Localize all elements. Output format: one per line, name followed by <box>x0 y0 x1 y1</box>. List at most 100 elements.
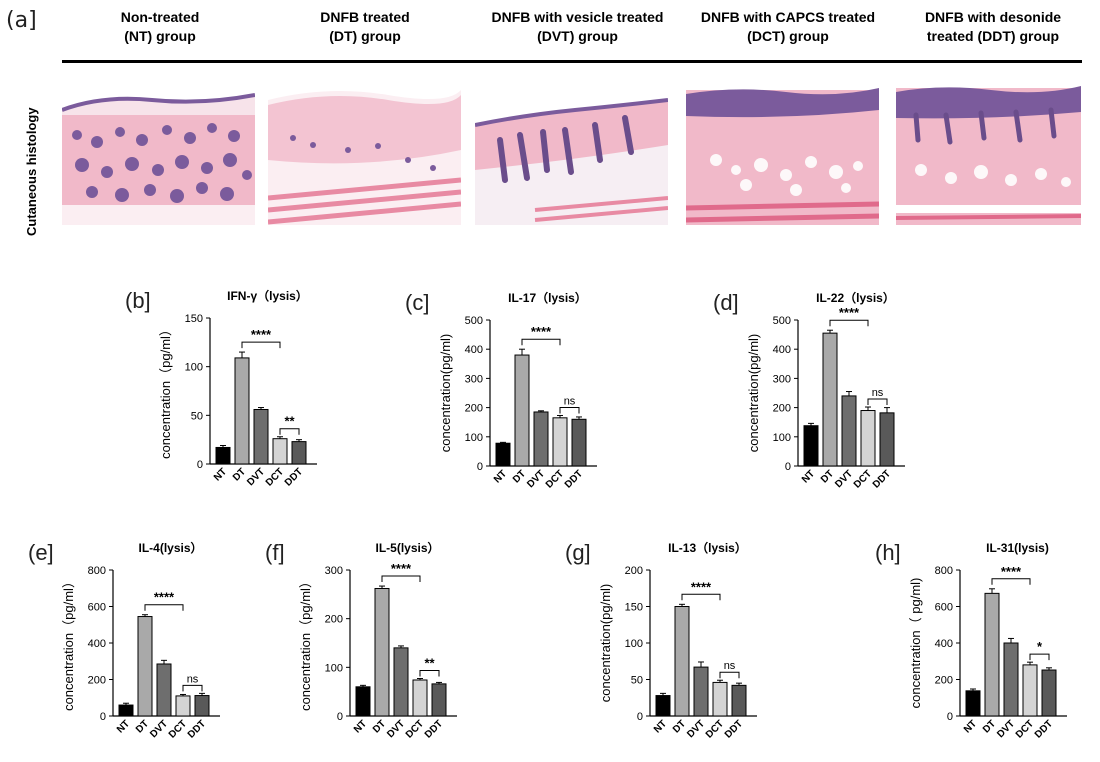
bar-dt <box>234 357 250 465</box>
y-tick-label: 400 <box>88 638 106 650</box>
x-tick-label: NT <box>212 466 229 483</box>
y-tick-label: 150 <box>625 602 643 614</box>
significance-label: **** <box>391 561 412 576</box>
y-tick-label: 300 <box>325 565 343 577</box>
chart-title: IL-4(lysis） <box>138 540 202 555</box>
y-tick-label: 200 <box>773 403 791 415</box>
y-axis-label: concentration（pg/ml） <box>158 323 173 459</box>
x-tick-label: NT <box>652 718 669 735</box>
bar-ddt <box>571 418 587 467</box>
y-tick-label: 300 <box>773 373 791 385</box>
x-tick-label: DCT <box>167 718 189 740</box>
x-tick-label: DVT <box>833 468 855 490</box>
bar-dvt <box>1003 642 1019 717</box>
bar-dt <box>674 606 690 717</box>
chart-title: IL-31(lysis) <box>986 541 1049 555</box>
group-title-nt: Non-treated (NT) group <box>120 9 200 44</box>
chart-title: IL-17（lysis） <box>508 290 587 305</box>
chart-panel-h: (h] IL-31(lysis) concentration（ pg/ml) 0 200… <box>875 540 1067 741</box>
y-tick-label: 100 <box>773 432 791 444</box>
bar-dt <box>984 592 1000 717</box>
bar-dct <box>552 417 568 467</box>
x-tick-label: NT <box>492 468 509 485</box>
y-tick-label: 0 <box>947 711 953 723</box>
panel-letter: (e] <box>28 540 54 565</box>
group-title-dt: DNFB treated (DT) group <box>320 9 410 44</box>
y-axis-label: concentration(pg/ml) <box>746 334 761 453</box>
y-tick-label: 100 <box>625 638 643 650</box>
panel-letter: (g] <box>565 540 591 565</box>
y-tick-label: 0 <box>100 711 106 723</box>
group-title-ddt: DNFB with desonide treated (DDT) group <box>924 9 1062 44</box>
y-tick-label: 400 <box>773 344 791 356</box>
x-tick-label: DVT <box>148 718 170 740</box>
significance-label: ** <box>424 656 435 671</box>
bar-dvt <box>841 395 857 467</box>
significance-label: ns <box>724 660 736 672</box>
x-tick-label: NT <box>962 718 979 735</box>
bar-dct <box>272 438 288 465</box>
x-tick-label: DDT <box>723 718 745 740</box>
x-tick-label: DCT <box>1014 718 1036 740</box>
y-tick-label: 300 <box>465 373 483 385</box>
histology-image-dct <box>686 80 879 225</box>
bar-ddt <box>431 683 447 717</box>
y-tick-label: 100 <box>185 362 203 374</box>
histology-image-nt <box>62 80 255 225</box>
group-title-dvt: DNFB with vesicle treated (DVT) group <box>491 9 664 44</box>
x-tick-label: DDT <box>1033 718 1055 740</box>
bar-nt <box>215 446 231 465</box>
x-tick-label: DDT <box>283 466 305 488</box>
x-tick-label: NT <box>800 468 817 485</box>
x-tick-label: NT <box>115 718 132 735</box>
bar-ddt <box>1041 669 1057 717</box>
y-tick-label: 100 <box>465 432 483 444</box>
chart-panel-b: (b] IFN-γ（lysis） concentration（pg/ml） 0 50 10… <box>125 288 317 489</box>
panel-letter: (b] <box>125 288 151 313</box>
y-axis-label: concentration(pg/ml) <box>438 334 453 453</box>
header-divider <box>62 60 1082 63</box>
significance-label: **** <box>531 324 552 339</box>
y-tick-label: 400 <box>465 344 483 356</box>
significance-label: ns <box>564 395 576 407</box>
y-tick-label: 50 <box>191 410 203 422</box>
significance-bracket <box>241 341 281 349</box>
bar-nt <box>118 704 134 717</box>
panel-letter: (c] <box>405 290 429 315</box>
y-axis-label: concentration（pg/ml） <box>61 575 76 711</box>
bar-ddt <box>879 412 895 467</box>
bar-dct <box>175 695 191 717</box>
significance-bracket <box>381 575 421 583</box>
group-title-dct: DNFB with CAPCS treated (DCT) group <box>700 9 876 44</box>
chart-panel-f: (f] IL-5(lysis） concentration（pg/ml） 0 100 20… <box>265 540 457 741</box>
x-tick-label: DVT <box>685 718 707 740</box>
significance-bracket <box>144 604 184 611</box>
significance-bracket <box>681 593 721 601</box>
x-tick-label: DDT <box>423 718 445 740</box>
x-tick-label: DCT <box>544 468 566 490</box>
bar-nt <box>495 442 511 467</box>
bar-dt <box>137 616 153 717</box>
y-tick-label: 0 <box>197 459 203 471</box>
significance-label: **** <box>1001 564 1022 579</box>
panel-letter: (f] <box>265 540 285 565</box>
bar-dt <box>374 587 390 717</box>
x-tick-label: DDT <box>871 468 893 490</box>
chart-panel-g: (g] IL-13（lysis） concentration(pg/ml) 0 50 10… <box>565 540 757 741</box>
significance-bracket <box>279 428 300 435</box>
bar-dvt <box>393 647 409 717</box>
significance-label: ns <box>187 673 199 685</box>
bar-nt <box>355 686 371 717</box>
significance-label: ns <box>872 387 884 399</box>
y-tick-label: 0 <box>637 711 643 723</box>
significance-label: **** <box>691 579 712 594</box>
significance-label: ** <box>284 414 295 429</box>
y-tick-label: 200 <box>88 675 106 687</box>
significance-label: **** <box>154 590 175 605</box>
y-tick-label: 200 <box>625 565 643 577</box>
x-tick-label: DVT <box>385 718 407 740</box>
significance-bracket <box>521 338 561 346</box>
y-tick-label: 600 <box>935 602 953 614</box>
significance-bracket <box>1029 653 1050 661</box>
y-tick-label: 50 <box>631 675 643 687</box>
